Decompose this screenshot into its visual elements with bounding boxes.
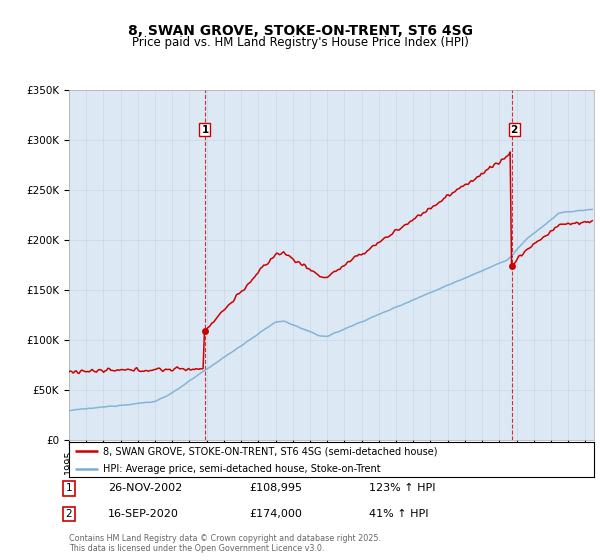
Text: £174,000: £174,000 <box>249 509 302 519</box>
Text: 8, SWAN GROVE, STOKE-ON-TRENT, ST6 4SG (semi-detached house): 8, SWAN GROVE, STOKE-ON-TRENT, ST6 4SG (… <box>103 446 437 456</box>
Text: 16-SEP-2020: 16-SEP-2020 <box>108 509 179 519</box>
Text: 1: 1 <box>202 125 209 134</box>
Text: Contains HM Land Registry data © Crown copyright and database right 2025.
This d: Contains HM Land Registry data © Crown c… <box>69 534 381 553</box>
Text: 2: 2 <box>65 509 73 519</box>
Text: 1: 1 <box>65 483 73 493</box>
Text: 2: 2 <box>511 125 518 134</box>
Text: 123% ↑ HPI: 123% ↑ HPI <box>369 483 436 493</box>
Text: 41% ↑ HPI: 41% ↑ HPI <box>369 509 428 519</box>
Text: 8, SWAN GROVE, STOKE-ON-TRENT, ST6 4SG: 8, SWAN GROVE, STOKE-ON-TRENT, ST6 4SG <box>128 24 473 38</box>
Text: Price paid vs. HM Land Registry's House Price Index (HPI): Price paid vs. HM Land Registry's House … <box>131 36 469 49</box>
Text: £108,995: £108,995 <box>249 483 302 493</box>
Text: 26-NOV-2002: 26-NOV-2002 <box>108 483 182 493</box>
Text: HPI: Average price, semi-detached house, Stoke-on-Trent: HPI: Average price, semi-detached house,… <box>103 464 381 474</box>
